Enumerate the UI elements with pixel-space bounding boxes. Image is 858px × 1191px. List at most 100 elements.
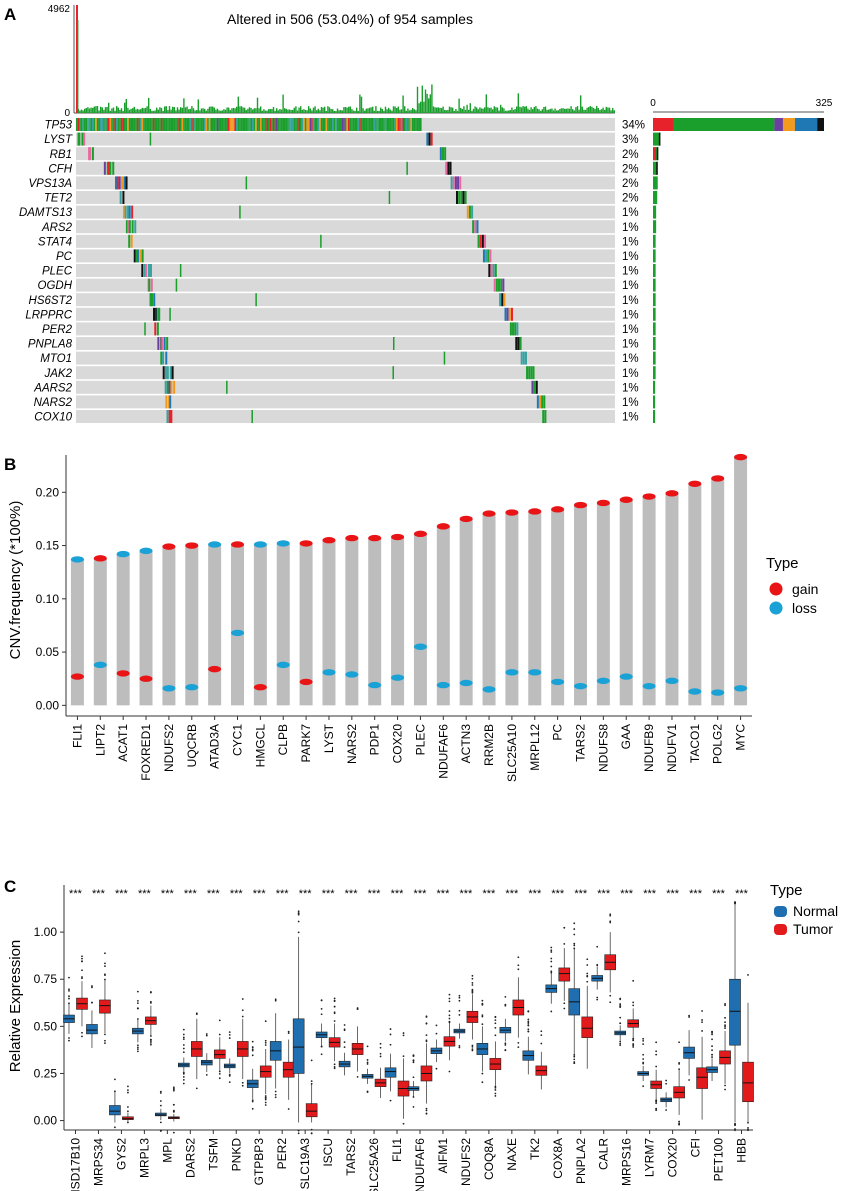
mutation-cell [489, 249, 492, 263]
cnv-bar [459, 518, 473, 706]
sample-burden-bar [191, 106, 193, 113]
sample-burden-bar [172, 106, 174, 113]
tumor-outlier [609, 914, 612, 917]
mutation-cell [226, 380, 228, 394]
significance-label: *** [574, 888, 588, 900]
significance-label: *** [712, 888, 726, 900]
normal-outlier [481, 1072, 484, 1075]
b-x-tick-label: NDUFAF6 [436, 724, 450, 779]
sample-burden-bar [343, 107, 345, 113]
tumor-outlier [586, 964, 589, 966]
tumor-outlier [471, 1045, 474, 1048]
sample-burden-bar [88, 108, 91, 113]
mutation-cell [240, 118, 243, 131]
normal-outlier [619, 1040, 622, 1043]
normal-outlier [573, 1058, 576, 1061]
sample-burden-bar [154, 110, 156, 113]
cnv-bar [231, 544, 244, 706]
mutation-cell [180, 118, 182, 131]
significance-label: *** [207, 888, 221, 900]
sample-burden-bar [453, 110, 455, 113]
normal-outlier [619, 998, 622, 1001]
sample-burden-bar [167, 110, 169, 113]
normal-outlier [504, 1042, 507, 1045]
cnv-bar [368, 538, 382, 706]
sample-burden-bar [216, 108, 219, 113]
gene-name-label: AARS2 [33, 382, 72, 394]
sample-burden-bar [410, 109, 412, 113]
gene-count-bar-segment [656, 147, 659, 161]
tumor-outlier [104, 1033, 106, 1036]
mutation-cell [125, 118, 128, 131]
b-x-tick-label: LYST [322, 723, 336, 753]
top-axis-max-label: 4962 [48, 4, 71, 15]
sample-burden-bar [245, 110, 247, 113]
mutation-cell [164, 118, 166, 131]
tumor-outlier [678, 1120, 681, 1123]
sample-burden-bar [367, 108, 369, 113]
sample-burden-bar [100, 106, 102, 113]
sample-burden-bar [333, 110, 335, 113]
sample-burden-bar [559, 108, 561, 113]
mutation-cell [462, 191, 465, 204]
c-y-tick-label: 1.00 [34, 925, 58, 939]
sample-burden-bar [362, 108, 364, 113]
tumor-outlier [448, 1021, 451, 1024]
cnv-bar [665, 493, 679, 706]
mutation-cell [245, 176, 248, 190]
sample-burden-bar [156, 107, 158, 113]
mutation-cell [519, 337, 522, 350]
tumor-box [742, 1061, 754, 1103]
tumor-outlier [333, 1063, 336, 1066]
sample-burden-bar [124, 102, 126, 113]
panel-b-marks [70, 453, 748, 706]
mutation-cell [148, 278, 151, 292]
mutation-cell [169, 366, 172, 380]
tumor-outlier [356, 1075, 359, 1078]
mutation-cell [228, 118, 230, 131]
mutation-cell [492, 264, 495, 277]
sample-burden-bar [479, 107, 481, 113]
cnv-top-point [391, 533, 405, 541]
gene-count-bar [653, 220, 657, 234]
normal-outlier [251, 1054, 254, 1057]
mutation-cell [131, 220, 134, 234]
mutation-cell [218, 118, 220, 131]
tumor-outlier [195, 1013, 198, 1016]
normal-outlier [389, 1099, 392, 1102]
cnv-bar [276, 543, 290, 706]
oncoprint-row-bg [76, 337, 615, 350]
sample-burden-bar [437, 107, 439, 113]
mutation-cell [248, 118, 251, 131]
mutation-cell [364, 118, 366, 131]
cnv-bottom-point [711, 689, 725, 696]
mutation-cell [384, 118, 387, 131]
mutation-cell [88, 118, 91, 131]
normal-outlier [114, 1090, 116, 1093]
tumor-outlier [333, 999, 336, 1002]
tumor-outlier [494, 1022, 497, 1025]
b-x-tick-label: PC [551, 724, 565, 741]
c-x-tick-label: GYS2 [114, 1138, 128, 1170]
gene-count-bar [653, 410, 656, 423]
mutation-cell [170, 410, 173, 423]
normal-outlier [366, 1061, 369, 1064]
sample-burden-bar [205, 110, 207, 113]
mutation-cell [210, 118, 212, 131]
mutation-cell [357, 118, 360, 131]
sample-burden-bar [530, 107, 532, 113]
mutation-cell [324, 118, 326, 131]
tumor-outlier [517, 956, 520, 959]
tumor-outlier [425, 1039, 428, 1042]
mutation-cell [119, 118, 121, 131]
sample-burden-bar [520, 107, 523, 113]
gene-percent-label: 1% [622, 236, 639, 248]
sample-burden-bar [466, 104, 468, 113]
mutation-cell [412, 118, 414, 131]
tumor-outlier [678, 1122, 681, 1125]
oncoprint-row-bg [76, 249, 615, 263]
tumor-outlier [149, 1002, 152, 1004]
sample-burden-bar [373, 110, 375, 113]
sample-burden-bar [290, 110, 292, 113]
normal-outlier [734, 1123, 736, 1126]
